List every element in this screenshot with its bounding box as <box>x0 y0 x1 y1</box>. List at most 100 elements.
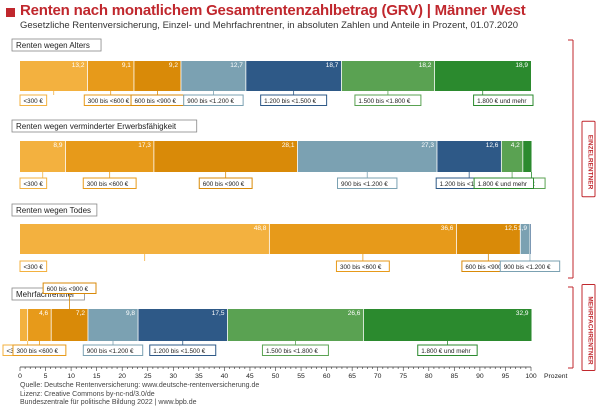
panel-title-box-0 <box>11 38 102 52</box>
bracket-label-0-1: 300 bis <600 € <box>88 98 130 105</box>
bar-segment-0-1 <box>87 61 134 91</box>
bar-segment-2-0 <box>20 224 270 254</box>
data-label-0-1: 9,1 <box>122 62 131 69</box>
data-label-3-5: 26,6 <box>348 310 361 317</box>
bar-segment-1-6 <box>522 141 532 172</box>
data-label-2-3: 1,9 <box>518 225 527 232</box>
bracket-label-box-1-3 <box>337 177 398 189</box>
x-tick-label: 60 <box>323 373 331 380</box>
bracket-label-box-2-1 <box>335 260 390 272</box>
bar-segment-2-1 <box>269 224 457 254</box>
bracket-label-box-3-2 <box>42 282 97 294</box>
x-tick-label: 50 <box>272 373 280 380</box>
bracket-label-1-3: 900 bis <1.200 € <box>341 181 388 188</box>
x-tick-label: 95 <box>502 373 510 380</box>
bar-segment-2-2 <box>456 224 521 254</box>
bracket-label-box-0-3 <box>183 94 244 106</box>
data-label-1-2: 28,1 <box>282 142 295 149</box>
group-mehrfach-label: MEHRFACHRENTNER <box>587 296 594 365</box>
bracket-label-1-2: 600 bis <900 € <box>203 181 245 188</box>
bracket-label-box-1-2 <box>198 177 253 189</box>
bracket-label-2-3: 900 bis <1.200 € <box>504 264 551 271</box>
panel-title-box-2 <box>11 203 98 217</box>
panel-title-3: Mehrfachrentner <box>16 290 75 299</box>
data-label-0-5: 18,2 <box>419 62 432 69</box>
data-label-3-1: 4,6 <box>39 310 48 317</box>
data-label-1-0: 8,9 <box>53 142 62 149</box>
bar-segment-3-2 <box>51 309 88 341</box>
group-einzel-label: EINZELRENTNER <box>587 135 594 190</box>
bracket-label-box-3-5 <box>261 344 329 356</box>
panel-title-2: Renten wegen Todes <box>16 206 91 215</box>
bracket-label-0-3: 900 bis <1.200 € <box>187 98 234 105</box>
data-label-0-0: 13,2 <box>72 62 85 69</box>
bar-segment-1-1 <box>65 141 154 172</box>
bracket-label-0-0: <300 € <box>24 98 44 105</box>
data-label-3-2: 7,2 <box>76 310 85 317</box>
bracket-label-2-1: 300 bis <600 € <box>340 264 382 271</box>
bar-segment-0-4 <box>245 61 342 91</box>
data-label-1-3: 27,3 <box>421 142 434 149</box>
bracket-label-1-6: 1.800 € und mehr <box>478 181 527 188</box>
data-label-3-4: 17,5 <box>212 310 225 317</box>
bracket-label-3-2: 600 bis <900 € <box>47 286 89 293</box>
bracket-label-1-1: 300 bis <600 € <box>87 181 129 188</box>
bracket-label-1-0: <300 € <box>24 181 44 188</box>
bar-segment-1-2 <box>153 141 298 172</box>
bracket-label-box-0-0 <box>19 94 48 106</box>
bar-segment-1-5 <box>501 141 523 172</box>
bracket-label-box-1-0 <box>19 177 48 189</box>
bracket-label-2-2: 600 bis <900 € <box>465 264 507 271</box>
data-label-2-1: 36,6 <box>441 225 454 232</box>
x-tick-label: 5 <box>44 373 48 380</box>
x-tick-label: 15 <box>93 373 101 380</box>
data-label-1-1: 17,3 <box>138 142 151 149</box>
bracket-label-3-6: 1.800 € und mehr <box>421 348 470 355</box>
footer: Quelle: Deutsche Rentenversicherung: www… <box>20 382 259 408</box>
bar-segment-0-5 <box>341 61 435 91</box>
bar-segment-3-6 <box>363 309 532 341</box>
panel-title-box-1 <box>11 119 198 133</box>
bar-segment-2-4 <box>529 224 531 254</box>
x-tick-label: 100 <box>525 373 537 380</box>
data-label-0-2: 9,2 <box>169 62 178 69</box>
data-label-3-6: 32,9 <box>516 310 529 317</box>
bar-segment-2-3 <box>520 224 530 254</box>
chart-title: Renten nach monatlichem Gesamtrentenzahl… <box>20 2 526 19</box>
bar-segment-3-4 <box>138 309 228 341</box>
x-tick-label: 80 <box>425 373 433 380</box>
x-axis-title: Prozent <box>544 373 568 380</box>
bracket-label-0-5: 1.500 bis <1.800 € <box>358 98 410 105</box>
bar-segment-1-0 <box>20 141 66 172</box>
bracket-label-1-4: 1.200 bis <1.500 € <box>440 181 492 188</box>
bar-segment-3-1 <box>27 309 52 341</box>
bar-segment-1-3 <box>297 141 437 172</box>
source-note: Quelle: Deutsche Rentenversicherung: www… <box>20 382 260 389</box>
bar-segment-3-5 <box>227 309 364 341</box>
x-tick-label: 85 <box>451 373 459 380</box>
x-tick-label: 90 <box>476 373 484 380</box>
bracket-label-0-6: 1.800 € und mehr <box>477 98 526 105</box>
bracket-label-box-1-6 <box>473 177 535 189</box>
x-tick-label: 10 <box>67 373 75 380</box>
bracket-label-box-3-4 <box>149 344 217 356</box>
bar-segment-1-4 <box>436 141 502 172</box>
data-label-2-2: 12,5 <box>505 225 518 232</box>
x-tick-label: 55 <box>297 373 305 380</box>
bracket-label-box-3-1 <box>12 344 67 356</box>
x-tick-label: 30 <box>170 373 178 380</box>
bracket-label-2-0: <300 € <box>24 264 44 271</box>
bracket-label-0-4: 1.200 bis <1.500 € <box>264 98 316 105</box>
bracket-label-box-0-5 <box>354 94 422 106</box>
bracket-label-3-3: 900 bis <1.200 € <box>87 348 134 355</box>
bar-segment-0-0 <box>20 61 88 91</box>
license-note: Lizenz: Creative Commons by-nc-nd/3.0/de <box>20 390 155 398</box>
x-tick-label: 35 <box>195 373 203 380</box>
bracket-label-box-2-0 <box>19 260 48 272</box>
bracket-label-box-0-4 <box>260 94 328 106</box>
data-label-0-6: 18,9 <box>515 62 528 69</box>
data-label-0-3: 12,7 <box>230 62 243 69</box>
data-label-0-4: 18,7 <box>326 62 339 69</box>
data-label-1-5: 4,2 <box>511 142 520 149</box>
